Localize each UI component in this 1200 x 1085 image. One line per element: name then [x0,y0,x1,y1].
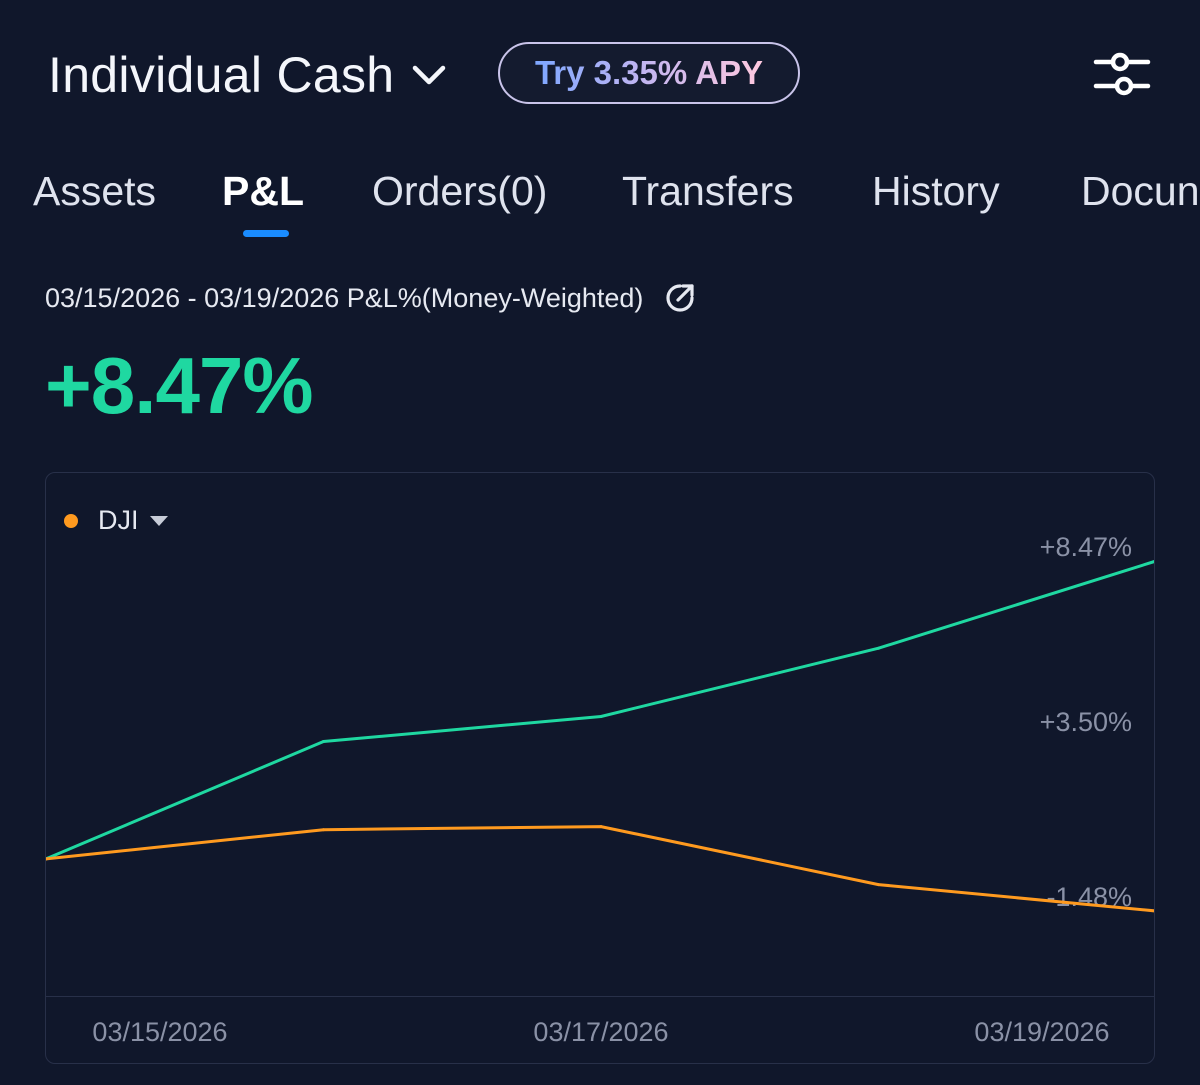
pnl-chart: +8.47% +3.50% -1.48% 03/15/2026 03/17/2026 03… [45,472,1155,1064]
dji-benchmark-line [46,825,1154,913]
legend-label: DJI [98,505,139,535]
legend-dot [64,513,78,528]
account-pnl-line [46,560,1154,861]
dji-benchmark-point [877,883,880,887]
active-tab-indicator [243,230,289,237]
tab-transfers[interactable]: Transfers [622,168,794,214]
x-axis-line [46,996,1154,997]
period-row: 03/15/2026 - 03/19/2026 P&L%(Money-Weigh… [45,278,697,318]
tab-orders[interactable]: Orders(0) [372,168,548,214]
account-selector[interactable]: Individual Cash [48,44,448,106]
benchmark-selector[interactable]: DJI [64,505,169,536]
caret-down-icon [149,515,168,526]
dji-benchmark-point [599,825,603,829]
pnl-percentage: +8.47% [45,341,314,430]
chart-canvas: +8.47%+3.50%-1.48%03/15/2026 03/17/2026 03… [46,532,1156,1047]
y-tick-label: +3.50% [1040,707,1132,737]
dji-benchmark-point [1155,910,1156,913]
dji-benchmark-point [46,857,48,861]
tab-pnl[interactable]: P&L [222,168,304,214]
filter-settings-icon[interactable] [1090,46,1154,102]
account-name: Individual Cash [48,47,395,103]
account-pnl-point [322,739,325,743]
account-pnl-point [877,646,880,650]
try-apy-button[interactable]: Try 3.35% APY [498,42,800,104]
tab-documents[interactable]: Docun [1081,168,1200,214]
x-tick-label: 03/17/2026 [533,1017,668,1047]
share-icon[interactable] [663,281,697,315]
tab-assets[interactable]: Assets [33,168,157,214]
period-label: 03/15/2026 - 03/19/2026 P&L%(Money-Weigh… [45,282,644,313]
apy-label: Try 3.35% APY [534,54,764,91]
account-tabs: Assets P&L Orders(0) Transfers History D… [0,160,1200,240]
x-tick-label: 03/19/2026 [974,1017,1109,1047]
account-header: Individual Cash Try 3.35% APY [0,0,1200,150]
dji-benchmark-point [322,828,325,832]
account-pnl-point [599,714,603,718]
chevron-down-icon [410,56,448,94]
account-pnl-point [1155,560,1156,563]
y-tick-label: +8.47% [1040,532,1132,562]
tab-history[interactable]: History [872,168,1000,214]
x-tick-label: 03/15/2026 [92,1017,227,1047]
